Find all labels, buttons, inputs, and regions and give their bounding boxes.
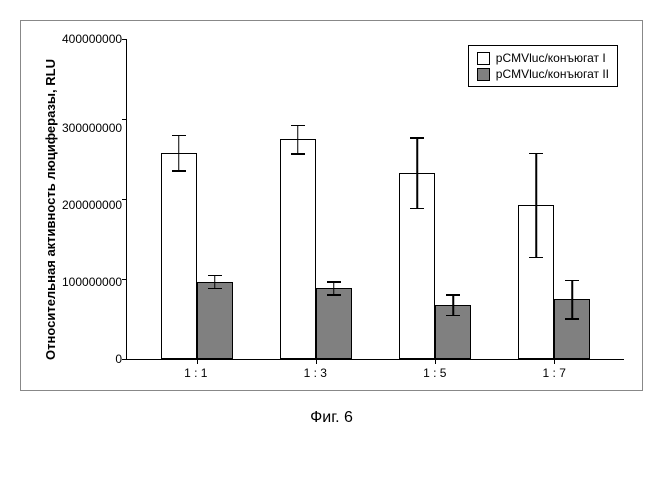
figure-container: Относительная активность люциферазы, RLU… <box>20 20 643 427</box>
error-cap <box>529 257 543 259</box>
y-tick: 0 <box>115 353 122 365</box>
error-cap <box>208 275 222 277</box>
error-bar <box>297 126 299 155</box>
error-cap <box>565 318 579 320</box>
error-bar <box>452 296 454 317</box>
x-tick: 1 : 5 <box>401 366 469 380</box>
plot-area: pCMVluc/конъюгат I pCMVluc/конъюгат II <box>126 39 624 360</box>
bar-group <box>518 205 590 359</box>
plot-wrap: pCMVluc/конъюгат I pCMVluc/конъюгат II 1… <box>126 39 624 380</box>
y-tick: 300000000 <box>62 122 122 134</box>
legend: pCMVluc/конъюгат I pCMVluc/конъюгат II <box>468 45 618 87</box>
x-tick: 1 : 1 <box>162 366 230 380</box>
y-axis-ticks: 400000000 300000000 200000000 100000000 … <box>62 39 126 359</box>
bar <box>435 305 471 359</box>
figure-caption: Фиг. 6 <box>20 409 643 427</box>
error-cap <box>446 315 460 317</box>
legend-label: pCMVluc/конъюгат I <box>496 51 606 65</box>
legend-swatch <box>477 52 490 65</box>
error-cap <box>529 153 543 155</box>
chart-frame: Относительная активность люциферазы, RLU… <box>20 20 643 391</box>
bar <box>280 139 316 359</box>
error-cap <box>291 153 305 155</box>
error-bar <box>178 136 180 171</box>
error-cap <box>172 170 186 172</box>
bar <box>518 205 554 359</box>
bar <box>554 299 590 359</box>
legend-item: pCMVluc/конъюгат I <box>477 50 609 66</box>
error-cap <box>172 135 186 137</box>
error-cap <box>291 125 305 127</box>
x-axis-ticks: 1 : 1 1 : 3 1 : 5 1 : 7 <box>126 360 624 380</box>
chart-inner: Относительная активность люциферазы, RLU… <box>39 39 624 380</box>
x-tick: 1 : 3 <box>281 366 349 380</box>
y-tick: 100000000 <box>62 276 122 288</box>
error-bar <box>536 154 538 258</box>
legend-swatch <box>477 68 490 81</box>
bar <box>161 153 197 359</box>
error-cap <box>327 281 341 283</box>
bar-group <box>280 139 352 359</box>
error-bar <box>572 281 574 319</box>
bar-group <box>161 153 233 359</box>
legend-label: pCMVluc/конъюгат II <box>496 67 609 81</box>
error-cap <box>410 137 424 139</box>
x-tick: 1 : 7 <box>520 366 588 380</box>
bar-group <box>399 173 471 359</box>
error-cap <box>565 280 579 282</box>
bar <box>197 282 233 359</box>
y-tick: 400000000 <box>62 33 122 45</box>
legend-item: pCMVluc/конъюгат II <box>477 66 609 82</box>
error-cap <box>410 208 424 210</box>
y-tick: 200000000 <box>62 199 122 211</box>
y-axis-label: Относительная активность люциферазы, RLU <box>39 39 62 380</box>
error-cap <box>446 294 460 296</box>
error-cap <box>208 288 222 290</box>
error-bar <box>416 139 418 209</box>
bar <box>316 288 352 359</box>
error-cap <box>327 294 341 296</box>
bar <box>399 173 435 359</box>
